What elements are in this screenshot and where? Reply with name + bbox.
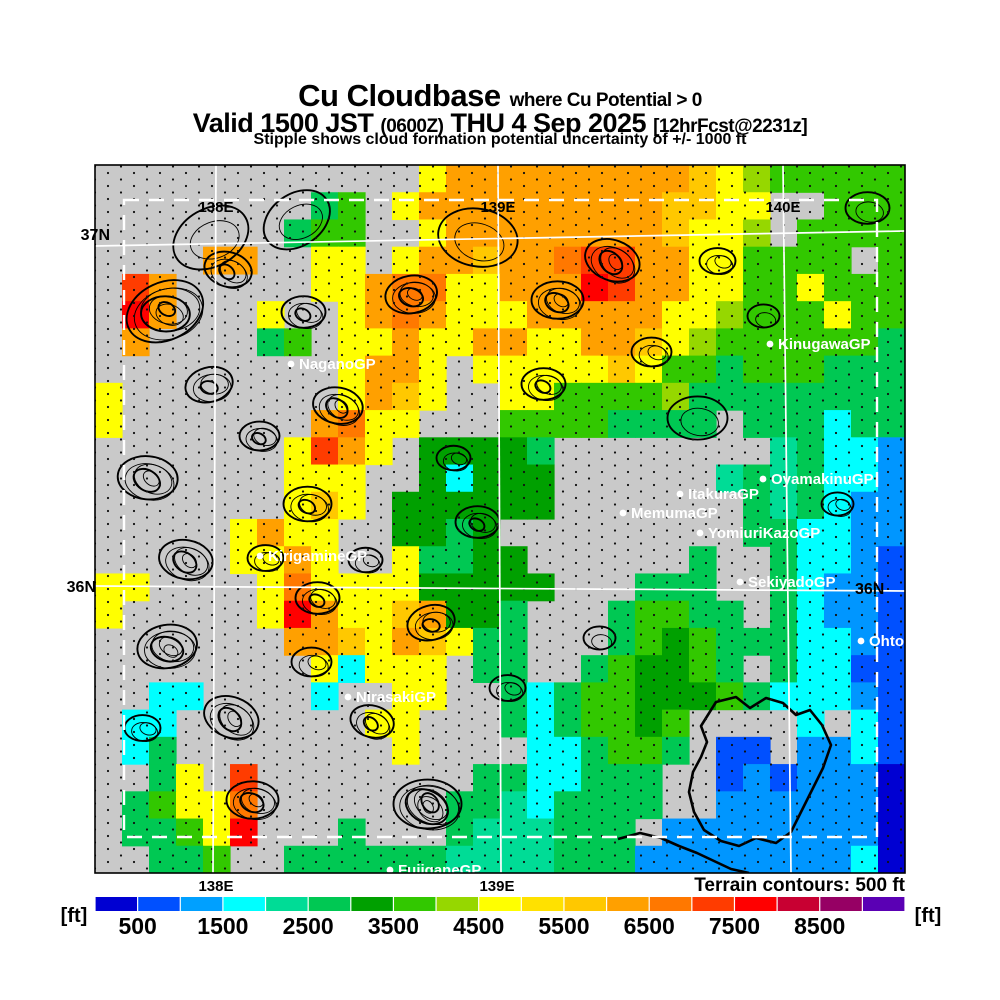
- site-name: KinugawaGP: [778, 336, 871, 353]
- colorbar-cell: [649, 897, 692, 911]
- terrain-contours-note: Terrain contours: 500 ft: [694, 875, 905, 896]
- site-dot: [736, 578, 744, 586]
- title-line-2: Valid 1500 JST (0600Z) THU 4 Sep 2025 [1…: [0, 108, 1000, 139]
- site-name: ItakuraGP: [688, 486, 759, 503]
- colorbar-cell: [266, 897, 308, 911]
- site-name: OhtoneGP: [869, 633, 943, 650]
- site-name: NaganoGP: [299, 356, 376, 373]
- colorbar-tick-label: 8500: [794, 913, 845, 939]
- colorbar-cell: [692, 897, 734, 911]
- colorbar-cell: [180, 897, 223, 911]
- meridian-label-bottom: 139E: [479, 878, 514, 895]
- site-name: YomiuriKazoGP: [708, 525, 820, 542]
- site-name: MemumaGP: [631, 505, 718, 522]
- site-dot: [766, 340, 774, 348]
- valid-time: Valid 1500 JST: [192, 108, 374, 138]
- colorbar-cell: [308, 897, 351, 911]
- site-labels: NaganoGP KinugawaGP OyamakinuGP ItakuraGP Me…: [256, 336, 943, 879]
- site-dot: [287, 360, 295, 368]
- colorbar-cell: [479, 897, 521, 911]
- site-dot: [676, 490, 684, 498]
- colorbar-tick-label: 5500: [538, 913, 589, 939]
- site-dot: [696, 529, 704, 537]
- site-dot: [759, 475, 767, 483]
- colorbar-cell: [138, 897, 180, 911]
- site-name: NirasakiGP: [356, 689, 436, 706]
- forecast-run: [12hrFcst@2231z]: [653, 116, 808, 137]
- parallel-label: 36N: [855, 581, 884, 598]
- graticule: [95, 165, 905, 873]
- colorbar-cell: [862, 897, 905, 911]
- colorbar-tick-label: 2500: [283, 913, 334, 939]
- colorbar-cell: [820, 897, 862, 911]
- title-qualifier: where Cu Potential > 0: [509, 90, 703, 111]
- site-name: KirigamineGP: [268, 548, 367, 565]
- colorbar-tick-label: 6500: [624, 913, 675, 939]
- meridian-label-bottom: 138E: [198, 878, 233, 895]
- site-dot: [619, 509, 627, 517]
- domain-dashed-box: [122, 198, 879, 839]
- title-line-1: Cu Cloudbase where Cu Potential > 0: [0, 78, 1000, 114]
- parallel-label: 37N: [81, 227, 110, 244]
- page-title: Cu Cloudbase: [298, 78, 501, 113]
- colorbar-tick-label: 500: [118, 913, 156, 939]
- site-name: FujiganeGP: [398, 862, 481, 879]
- colorbar-cell: [223, 897, 265, 911]
- colorbar-cell: [95, 897, 138, 911]
- colorbar-unit-left: [ft]: [61, 905, 88, 927]
- meridian-label: 139E: [480, 199, 515, 216]
- colorbar-cell: [607, 897, 649, 911]
- stipple-note: Stipple shows cloud formation potential …: [253, 131, 747, 148]
- colorbar-tick-label: 3500: [368, 913, 419, 939]
- colorbar-tick-label: 7500: [709, 913, 760, 939]
- colorbar-cell: [564, 897, 606, 911]
- colorbar-cell: [521, 897, 564, 911]
- colorbar-cell: [351, 897, 393, 911]
- valid-date: THU 4 Sep 2025: [450, 108, 647, 138]
- site-dot: [256, 552, 264, 560]
- colorbar: 500 1500 2500 3500 4500 5500 6500 7500 8500 [ft] […: [61, 897, 942, 939]
- colorbar-cell: [394, 897, 436, 911]
- colorbar-tick-label: 4500: [453, 913, 504, 939]
- map-frame: [94, 164, 906, 874]
- site-dot: [857, 637, 865, 645]
- site-name: OyamakinuGP: [771, 471, 874, 488]
- site-name: SekiyadoGP: [748, 574, 836, 591]
- site-dot: [344, 693, 352, 701]
- meridian-label: 138E: [198, 199, 233, 216]
- colorbar-cell: [436, 897, 479, 911]
- colorbar-tick-label: 1500: [197, 913, 248, 939]
- meridian-label: 140E: [765, 199, 800, 216]
- parallel-label: 36N: [67, 579, 96, 596]
- colorbar-cell: [735, 897, 777, 911]
- map-canvas: 138E 139E 140E NaganoGP KinugawaGP OyamakinuG…: [95, 165, 943, 879]
- site-dot: [386, 866, 394, 873]
- zulu-time: (0600Z): [380, 116, 444, 137]
- colorbar-cell: [777, 897, 820, 911]
- colorbar-unit-right: [ft]: [915, 905, 942, 927]
